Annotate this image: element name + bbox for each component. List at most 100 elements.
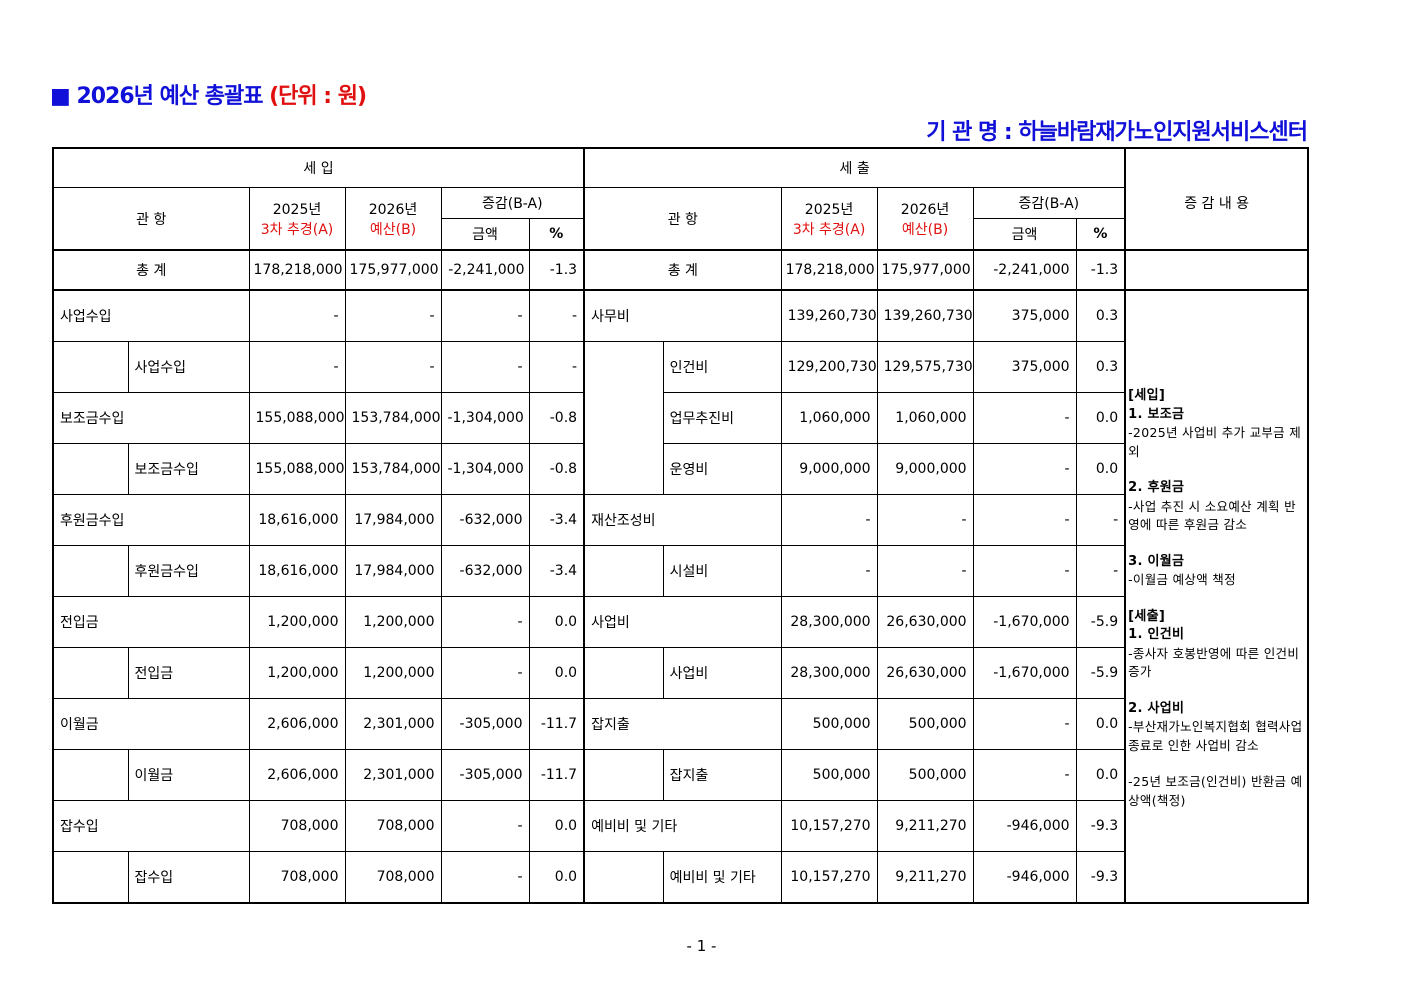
income-p-cell: -: [528, 289, 585, 342]
expense-a-cell: 500,000: [780, 698, 878, 750]
income-p-cell: -0.8: [528, 392, 585, 444]
expense-p-cell: 0.0: [1075, 392, 1126, 444]
income-a-cell: 708,000: [248, 851, 346, 904]
expense-d-cell: -: [972, 749, 1077, 801]
income-a-cell: 2,606,000: [248, 749, 346, 801]
expense-a-cell: 9,000,000: [780, 443, 878, 495]
income-p-cell: -11.7: [528, 698, 585, 750]
income-col-a-header: 2025년 3차 추경(A): [248, 187, 346, 251]
expense-indent-cell: [583, 851, 664, 904]
income-b-cell: 1,200,000: [344, 647, 442, 699]
col-a-sub: 3차 추경(A): [260, 221, 334, 238]
notes-item-text: -2025년 사업비 추가 교부금 제외: [1128, 425, 1302, 459]
expense-gwanhang-header: 관 항: [583, 187, 782, 251]
income-a-cell: 155,088,000: [248, 392, 346, 444]
table-row: 전입금 1,200,000 1,200,000-0.0 사업비 28,300,000 26…: [52, 596, 1308, 648]
income-p-cell: 0.0: [528, 596, 585, 648]
income-b-cell: 708,000: [344, 800, 442, 852]
notes-item-title: 1. 인건비: [1128, 627, 1185, 642]
income-b-cell: 2,301,000: [344, 749, 442, 801]
expense-b-cell: 9,000,000: [876, 443, 974, 495]
notes-item-text: -이월금 예상액 책정: [1128, 572, 1236, 587]
col-b-year: 2026년: [368, 201, 418, 218]
page-number: - 1 -: [686, 937, 717, 955]
expense-p-cell: 0.3: [1075, 289, 1126, 342]
income-a-cell: -: [248, 341, 346, 393]
income-b-cell: 17,984,000: [344, 545, 442, 597]
expense-d-cell: -946,000: [972, 851, 1077, 904]
income-p-cell: 0.0: [528, 647, 585, 699]
col-a-year: 2025년: [804, 201, 854, 218]
col-b-sub: 예산(B): [901, 221, 949, 238]
expense-d-cell: -1,670,000: [972, 596, 1077, 648]
income-d-cell: -: [440, 289, 530, 342]
expense-a-cell: 139,260,730: [780, 289, 878, 342]
expense-diff-header: 증감(B-A): [972, 187, 1126, 219]
income-gwan-cell: 전입금: [52, 596, 250, 648]
income-d-cell: -: [440, 341, 530, 393]
table-row: 사업수입 - - - - 인건비 129,200,730 129,575,730 375,000…: [52, 341, 1308, 495]
expense-a-cell: -: [780, 545, 878, 597]
income-a-cell: 2,606,000: [248, 698, 346, 750]
expense-hang-cell: 인건비: [662, 341, 782, 393]
notes-item-text: -사업 추진 시 소요예산 계획 반영에 따른 후원금 감소: [1128, 498, 1296, 533]
income-p-cell: 0.0: [528, 851, 585, 904]
notes-spacer: [1128, 535, 1305, 553]
table-row: 보조금수입 155,088,000 153,784,000 -1,304,000 -0.…: [52, 392, 1308, 444]
expense-b-cell: -: [876, 545, 974, 597]
notes-item-title: 2. 후원금: [1128, 480, 1185, 495]
income-a-cell: 1,200,000: [248, 647, 346, 699]
expense-d-cell: -: [972, 392, 1077, 444]
col-b-year: 2026년: [900, 201, 950, 218]
income-diff-header: 증감(B-A): [440, 187, 585, 219]
expense-header: 세 출: [583, 147, 1126, 188]
title-main: ■ 2026년 예산 총괄표: [50, 84, 270, 109]
income-d-cell: -: [440, 647, 530, 699]
expense-b-cell: 1,060,000: [876, 392, 974, 444]
expense-p-cell: -: [1075, 494, 1126, 546]
expense-hang-cell: 사업비: [662, 647, 782, 699]
income-indent-cell: [52, 341, 129, 393]
expense-a-cell: 10,157,270: [780, 800, 878, 852]
income-a-cell: 18,616,000: [248, 545, 346, 597]
expense-hang-cell: 예비비 및 기타: [662, 851, 782, 904]
income-gwanhang-header: 관 항: [52, 187, 250, 251]
expense-indent-cell: [583, 545, 664, 597]
expense-d-cell: -1,670,000: [972, 647, 1077, 699]
notes-spacer: [1128, 682, 1305, 700]
expense-gwan-cell: 재산조성비: [583, 494, 782, 546]
table-row: 사업수입 - - - - 사무비 139,260,730 139,260,730 375,000…: [52, 289, 1309, 904]
page-title: ■ 2026년 예산 총괄표 (단위 : 원): [50, 78, 367, 110]
expense-b-cell: 26,630,000: [876, 647, 974, 699]
expense-p-cell: -5.9: [1075, 596, 1126, 648]
income-a-cell: 708,000: [248, 800, 346, 852]
income-b-cell: 1,200,000: [344, 596, 442, 648]
income-hang-cell: 전입금: [127, 647, 250, 699]
notes-item-title: 2. 사업비: [1128, 700, 1185, 716]
income-gwan-cell: 잡수입: [52, 800, 250, 852]
income-gwan-cell: 보조금수입: [52, 392, 250, 444]
expense-a-cell: 1,060,000: [780, 392, 878, 444]
income-total-a: 178,218,000: [248, 249, 346, 291]
income-d-cell: -305,000: [440, 698, 530, 750]
income-d-cell: -1,304,000: [440, 392, 530, 444]
income-amount-header: 금액: [440, 218, 530, 251]
notes-spacer: [1128, 461, 1305, 479]
total-row: 총 계 178,218,000 175,977,000 -2,241,000 -…: [52, 249, 1309, 291]
title-unit: (단위 : 원): [269, 84, 367, 109]
expense-p-cell: -9.3: [1075, 851, 1126, 904]
income-p-cell: -11.7: [528, 749, 585, 801]
income-indent-cell: [52, 647, 129, 699]
expense-b-cell: 500,000: [876, 749, 974, 801]
income-pct-header: %: [528, 218, 585, 251]
income-d-cell: -: [440, 851, 530, 904]
income-b-cell: -: [344, 341, 442, 393]
table-row: 보조금수입 155,088,000 153,784,000 -1,304,000 -0.…: [52, 443, 1308, 495]
income-d-cell: -305,000: [440, 749, 530, 801]
col-b-sub: 예산(B): [369, 221, 417, 238]
expense-d-cell: -: [972, 494, 1077, 546]
table-row: 전입금 1,200,000 1,200,000-0.0 사업비 28,300,000 26…: [52, 647, 1308, 699]
income-total-pct: -1.3: [528, 249, 585, 291]
expense-p-cell: 0.0: [1075, 443, 1126, 495]
